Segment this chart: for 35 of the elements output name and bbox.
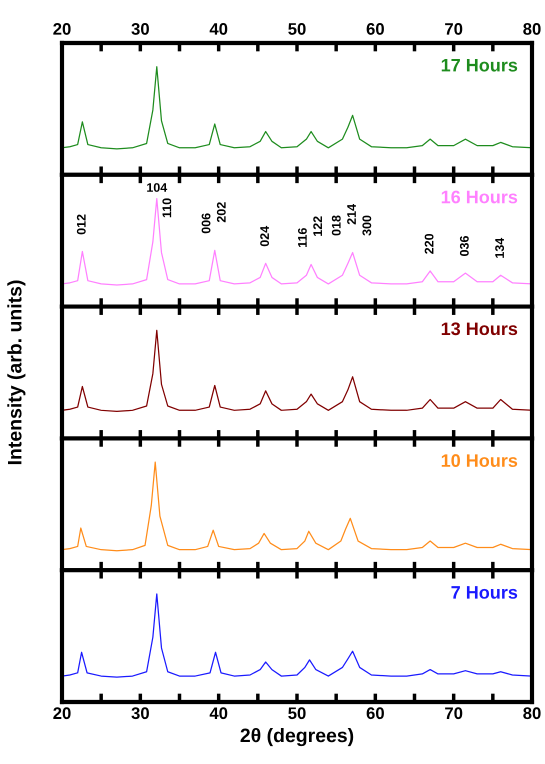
x-tick-label: 70	[445, 707, 462, 720]
annotation: 220	[424, 234, 434, 254]
annotation: 018	[332, 215, 341, 236]
x2-tick-label: 30	[131, 23, 149, 35]
x2-tick-label: 20	[53, 23, 71, 35]
annotation: 122	[313, 216, 322, 236]
x2-tick-label: 40	[210, 23, 228, 35]
annotation: 110	[162, 198, 172, 218]
annotation: 214	[347, 204, 356, 224]
annotation: 300	[362, 216, 372, 236]
annotation: 134	[495, 238, 504, 258]
annotation: 116	[298, 228, 307, 248]
x2-tick-label: 60	[366, 23, 384, 35]
annotation: 104	[147, 183, 168, 192]
text: 17 Hours	[442, 58, 518, 72]
x2-tick-label: 50	[288, 23, 306, 35]
x-tick-label: 30	[131, 707, 149, 720]
annotation: 202	[216, 202, 226, 222]
text: 10 Hours	[442, 454, 518, 467]
x2-tick-label: 70	[445, 23, 462, 35]
x-tick-label: 80	[523, 707, 541, 720]
annotation: 036	[460, 236, 469, 256]
x-tick-label: 20	[53, 707, 71, 720]
x-tick-label: 50	[288, 707, 306, 720]
text: 13 Hours	[442, 322, 518, 336]
annotation: 006	[202, 213, 210, 234]
y-axis-title: Intensity (arb. units)	[7, 280, 26, 464]
text: 16 Hours	[442, 190, 518, 204]
x-tick-label: 40	[210, 707, 228, 720]
x-axis-title: 2θ (degrees)	[240, 728, 354, 746]
annotation: 012	[76, 214, 86, 234]
annotation: 024	[260, 226, 270, 246]
text: 7 Hours	[451, 586, 518, 599]
x-tick-label: 60	[366, 707, 384, 720]
x2-tick-label: 80	[523, 23, 541, 35]
